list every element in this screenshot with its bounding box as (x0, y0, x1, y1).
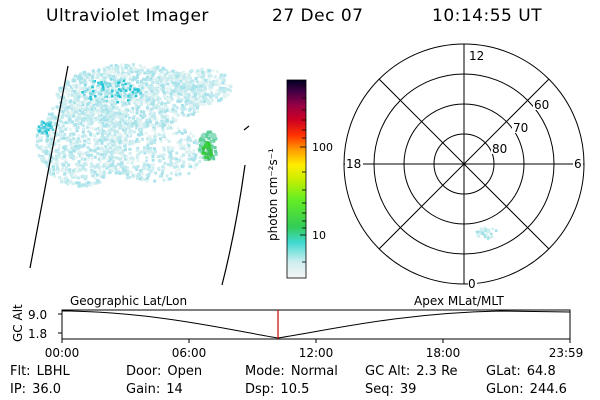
mlt-label-12: 12 (469, 49, 484, 63)
mlt-label-0: 0 (468, 277, 476, 291)
time-label: 10:14:55 UT (432, 6, 543, 26)
info-filter: Flt: LBHL (10, 364, 70, 379)
lat-label-80: 80 (492, 142, 507, 156)
info-seq: Seq: 39 (365, 382, 417, 397)
x-tick-0000: 00:00 (45, 346, 80, 360)
date-label: 27 Dec 07 (272, 6, 364, 26)
info-door: Door: Open (126, 364, 203, 379)
orbit-y-label: GC Alt (11, 304, 25, 342)
x-tick-0600: 06:00 (172, 346, 207, 360)
orbit-right-title: Apex MLat/MLT (414, 294, 504, 308)
lat-label-70: 70 (513, 121, 528, 135)
colorbar-tick-10: 10 (312, 229, 326, 242)
orbit-panel: GC Alt 9.0 1.8 Geographic Lat/Lon Apex M… (11, 294, 583, 360)
orbit-left-title: Geographic Lat/Lon (70, 294, 187, 308)
polar-emission (475, 226, 498, 240)
info-glat: GLat: 64.8 (486, 364, 556, 379)
altitude-curve (62, 310, 571, 339)
mlt-label-6: 6 (574, 157, 582, 171)
x-tick-1800: 18:00 (426, 346, 461, 360)
polar-plot: 12 18 6 0 60 70 80 (343, 43, 585, 291)
info-glon: GLon: 244.6 (486, 382, 567, 397)
x-tick-2359: 23:59 (549, 346, 584, 360)
info-dsp: Dsp: 10.5 (245, 382, 310, 397)
x-tick-1200: 12:00 (299, 346, 334, 360)
mlt-label-18: 18 (346, 157, 361, 171)
info-mode: Mode: Normal (245, 364, 338, 379)
info-ip: IP: 36.0 (10, 382, 62, 397)
info-gc-alt: GC Alt: 2.3 Re (365, 364, 458, 379)
earth-limb-right (221, 164, 246, 286)
earth-limb-left (29, 65, 69, 269)
lat-label-60: 60 (534, 98, 549, 112)
geographic-image (29, 63, 250, 286)
orbit-y-tick-high: 9.0 (28, 308, 47, 322)
earth-limb-notch (243, 125, 250, 131)
instrument-title: Ultraviolet Imager (46, 6, 209, 26)
color-bar: 100 10 photon cm⁻²s⁻¹ (266, 79, 333, 279)
aurora-emission (35, 63, 233, 188)
orbit-y-tick-low: 1.8 (28, 327, 47, 341)
colorbar-tick-100: 100 (312, 141, 333, 154)
info-gain: Gain: 14 (126, 382, 183, 397)
colorbar-label: photon cm⁻²s⁻¹ (266, 148, 280, 241)
